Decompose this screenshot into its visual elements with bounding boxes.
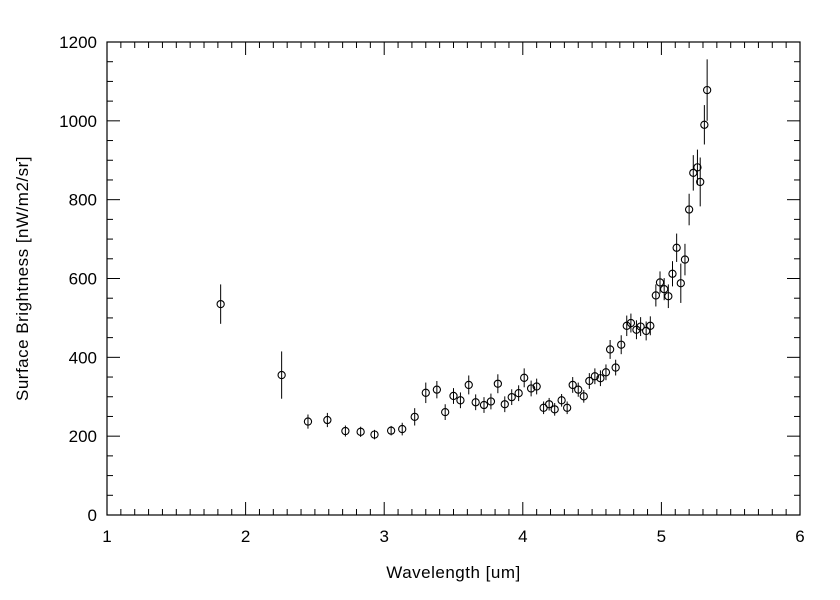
tick-labels: 1 2 3 4 5 6 0 200 400 600 800 1000 1200: [59, 33, 805, 546]
data-point: [456, 396, 465, 405]
data-point: [676, 279, 685, 288]
data-point: [642, 326, 651, 336]
x-axis-title: Wavelength [um]: [386, 563, 520, 582]
data-point: [590, 372, 600, 381]
series-surface-brightness: [216, 59, 712, 440]
y-tick-label: 600: [69, 270, 97, 289]
x-tick-label: 2: [241, 527, 250, 546]
data-point: [700, 120, 709, 129]
data-point: [421, 388, 430, 397]
y-tick-label: 800: [69, 191, 97, 210]
data-point: [568, 380, 577, 390]
axis-ticks: [106, 41, 801, 516]
y-tick-label: 200: [69, 427, 97, 446]
x-tick-label: 1: [102, 527, 111, 546]
data-point: [410, 412, 419, 422]
data-point: [432, 385, 442, 394]
data-point: [617, 340, 626, 349]
x-tick-label: 6: [795, 527, 804, 546]
y-tick-label: 1000: [59, 112, 97, 131]
data-point: [605, 345, 615, 354]
y-tick-label: 400: [69, 348, 97, 367]
data-point: [601, 368, 611, 377]
data-point: [585, 376, 594, 386]
data-point: [341, 426, 350, 436]
data-point: [479, 400, 489, 410]
data-point: [579, 392, 588, 401]
data-point: [500, 400, 509, 409]
data-point: [464, 380, 473, 390]
data-point: [493, 379, 503, 388]
data-point: [660, 284, 669, 294]
data-point: [664, 292, 673, 301]
data-point: [323, 415, 332, 425]
data-point: [611, 363, 620, 372]
y-axis-title: Surface Brightness [nW/m2/sr]: [13, 156, 32, 401]
data-point: [370, 430, 379, 439]
data-point: [277, 370, 286, 380]
data-point: [514, 389, 523, 398]
data-point: [216, 299, 225, 309]
data-point: [646, 321, 655, 330]
data-point: [386, 426, 396, 435]
data-point: [532, 382, 541, 391]
data-point: [702, 85, 712, 95]
data-point: [563, 403, 572, 412]
data-point: [526, 384, 536, 393]
data-point: [684, 205, 694, 214]
data-point: [672, 243, 681, 252]
data-point: [507, 392, 516, 402]
data-point: [689, 168, 698, 178]
x-tick-label: 4: [518, 527, 527, 546]
data-point: [596, 374, 605, 383]
data-point: [441, 407, 450, 417]
data-point: [696, 177, 705, 187]
data-point: [626, 318, 636, 328]
data-point: [303, 417, 313, 426]
data-point: [471, 398, 480, 407]
plot-frame: [106, 41, 801, 516]
data-point: [651, 291, 661, 300]
data-point: [655, 278, 665, 287]
data-point: [520, 373, 529, 382]
data-series: [216, 59, 712, 440]
data-point: [680, 255, 690, 264]
data-point: [622, 321, 631, 330]
data-point: [550, 405, 559, 414]
data-point: [693, 163, 702, 172]
x-tick-label: 3: [379, 527, 388, 546]
data-point: [449, 391, 458, 401]
y-tick-label: 1200: [59, 33, 97, 52]
data-point: [544, 400, 554, 409]
data-point: [486, 397, 496, 406]
data-point: [398, 424, 407, 434]
x-tick-label: 5: [657, 527, 666, 546]
data-point: [557, 396, 566, 405]
data-point: [668, 269, 677, 278]
data-point: [636, 322, 645, 331]
plot-box: [106, 41, 801, 516]
data-point: [356, 427, 365, 436]
data-point: [574, 385, 583, 394]
y-tick-label: 0: [88, 506, 97, 525]
